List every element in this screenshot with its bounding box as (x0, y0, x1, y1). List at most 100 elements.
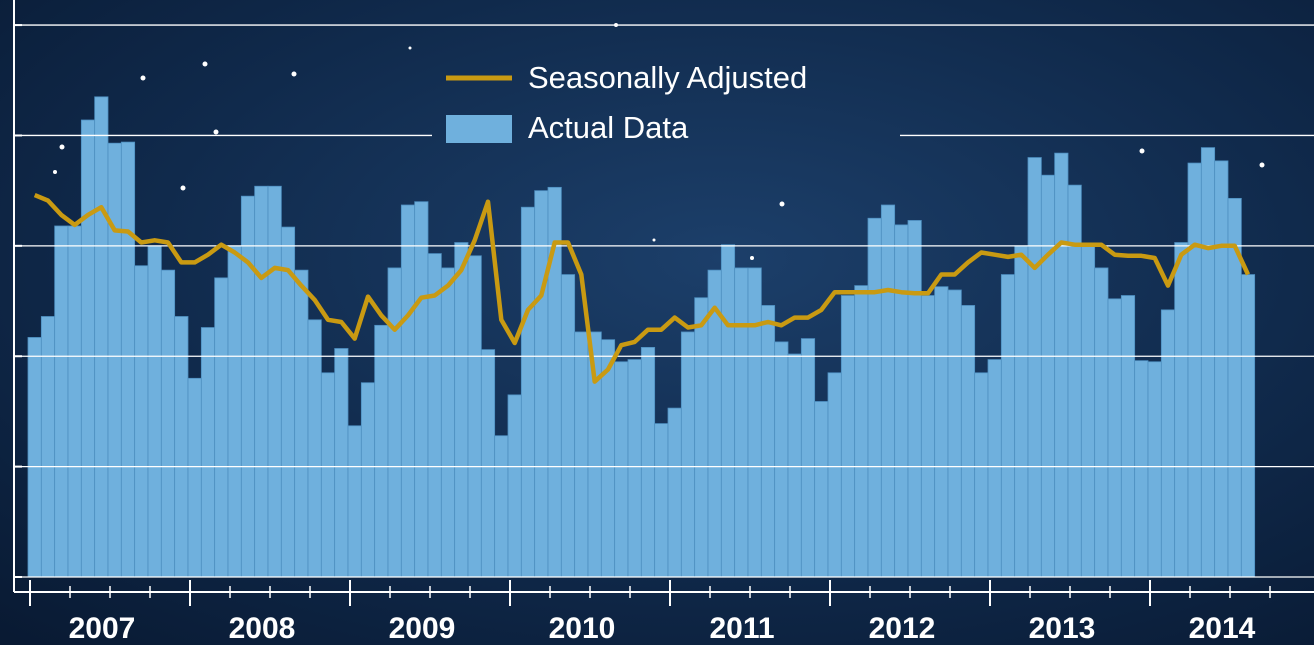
bar (1147, 361, 1162, 578)
bar (360, 382, 376, 578)
bar (1107, 298, 1122, 578)
bar (187, 377, 202, 578)
bar (320, 372, 336, 578)
bar (520, 206, 536, 578)
bar (1134, 360, 1149, 578)
bar (720, 244, 736, 578)
bar (827, 372, 842, 578)
bar (427, 253, 442, 578)
bar (1040, 174, 1056, 578)
bar (334, 348, 349, 578)
bar (1094, 267, 1109, 578)
bar (840, 295, 856, 578)
bar (907, 220, 922, 578)
bar (147, 245, 162, 578)
bar (987, 359, 1002, 578)
bar (787, 353, 802, 578)
bar (94, 96, 109, 578)
bar (854, 285, 869, 578)
bar (627, 359, 642, 578)
x-tick-label: 2011 (709, 612, 774, 645)
bar (1160, 309, 1176, 578)
bar (1214, 160, 1229, 578)
bar (640, 346, 656, 578)
bar (267, 185, 282, 578)
bar (1014, 245, 1029, 578)
stars (53, 23, 1265, 260)
bar (54, 225, 69, 578)
bar (574, 331, 589, 578)
bar (374, 324, 389, 578)
bar (387, 267, 402, 578)
bar (654, 423, 669, 578)
bar (160, 269, 176, 578)
legend-label: Seasonally Adjusted (528, 60, 807, 95)
bar (1187, 162, 1202, 578)
bar (67, 225, 82, 578)
bar (27, 337, 42, 578)
bar (934, 286, 949, 578)
bar (734, 267, 749, 578)
bar (494, 435, 509, 578)
bar (107, 142, 122, 578)
plot (14, 24, 1314, 578)
bar (1080, 244, 1096, 578)
bar (200, 327, 216, 578)
bar (254, 185, 269, 578)
bar (307, 319, 322, 578)
bar (1200, 147, 1216, 578)
bar (814, 401, 829, 578)
bar (280, 226, 296, 578)
x-tick-label: 2008 (229, 612, 296, 645)
bar (880, 204, 896, 578)
bar (800, 338, 816, 578)
bar (40, 316, 56, 578)
x-tick-label: 2013 (1029, 612, 1096, 645)
bar (480, 349, 496, 578)
bar (1174, 242, 1189, 578)
x-tick-label: 2010 (549, 612, 616, 645)
bar (920, 295, 936, 578)
legend-label: Actual Data (528, 110, 689, 145)
bar (867, 217, 882, 578)
bar (680, 331, 696, 578)
legend-bar-swatch (446, 115, 512, 143)
bar (667, 407, 682, 578)
x-tick-label: 2009 (389, 612, 456, 645)
bar (1240, 274, 1256, 578)
bar (614, 361, 629, 578)
bar (134, 265, 149, 578)
bar (947, 289, 962, 578)
bar (960, 305, 976, 578)
line (33, 193, 1251, 384)
bar (534, 190, 549, 578)
bar (454, 242, 469, 578)
bar (507, 394, 522, 578)
bar (1000, 274, 1016, 578)
bar (760, 305, 776, 578)
x-tick-label: 2012 (869, 612, 936, 645)
bar (1054, 152, 1069, 578)
bar (347, 425, 362, 578)
bar (174, 316, 189, 578)
bar (440, 267, 456, 578)
bar (294, 269, 309, 578)
bar (400, 204, 416, 578)
bar (747, 267, 762, 578)
bar (414, 201, 429, 578)
bar (240, 195, 256, 578)
bar (560, 274, 576, 578)
bar (974, 372, 989, 578)
x-tick-label: 2014 (1189, 612, 1256, 645)
bar (467, 255, 482, 578)
bar (1027, 157, 1042, 578)
bar (894, 224, 909, 578)
bar (227, 245, 242, 578)
bar (1120, 295, 1136, 578)
x-tick-label: 2007 (69, 612, 136, 645)
bar (120, 141, 136, 578)
bar (214, 277, 229, 578)
bar (80, 119, 96, 578)
bar (694, 297, 709, 578)
